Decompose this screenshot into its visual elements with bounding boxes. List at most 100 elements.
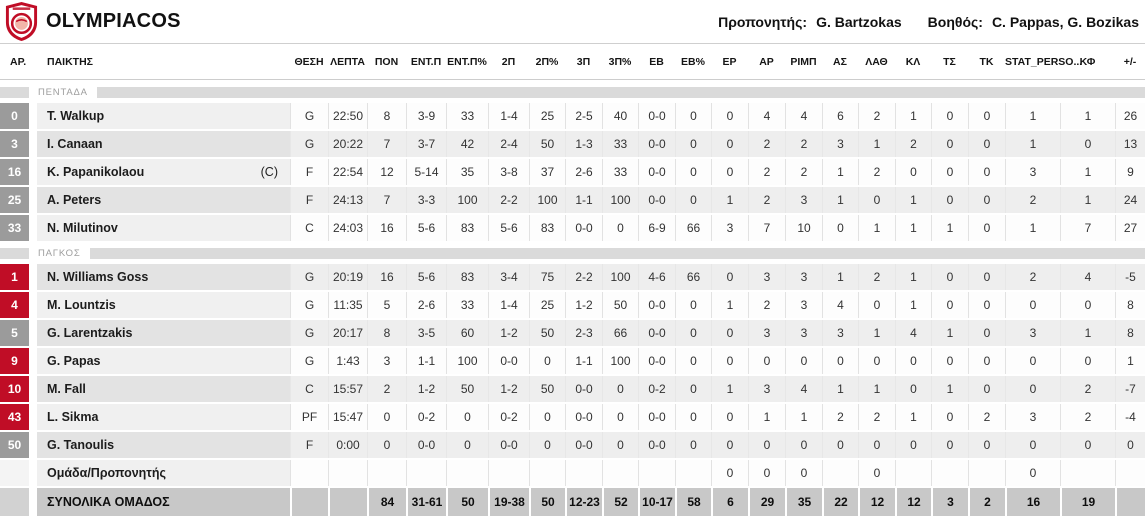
stat-cell: 1 (822, 264, 858, 290)
stat-cell: 0 (968, 348, 1005, 374)
stat-cell: 0 (367, 404, 406, 430)
stat-cell: 100 (446, 187, 488, 213)
stat-cell: 0-0 (638, 159, 675, 185)
column-header: 3Π% (608, 55, 632, 68)
column-header: ΕΝΤ.Π (410, 55, 442, 68)
stat-cell: 0 (711, 404, 748, 430)
stat-cell: 1-2 (406, 376, 446, 402)
stat-cell: 13 (1115, 131, 1145, 157)
stat-cell: 83 (529, 215, 565, 241)
totals-stat-cell: 3 (931, 488, 968, 516)
totals-stat-cell: 19-38 (488, 488, 529, 516)
stat-cell: 3 (785, 292, 822, 318)
stat-cell: 0 (858, 187, 895, 213)
stat-cell: 2 (858, 103, 895, 129)
stat-cell: 1-1 (565, 348, 602, 374)
totals-stat-cell: 31-61 (406, 488, 446, 516)
stat-cell: 0-0 (406, 432, 446, 458)
stat-cell: 0-0 (565, 404, 602, 430)
stat-cell: 0-0 (638, 131, 675, 157)
stat-cell (488, 460, 529, 486)
stat-cell: 3 (1005, 159, 1060, 185)
section-block (0, 247, 29, 259)
stat-cell: 2 (858, 159, 895, 185)
totals-stat-cell: 12-23 (565, 488, 602, 516)
stat-cell: 1-2 (565, 292, 602, 318)
stat-cell: 2-4 (488, 131, 529, 157)
stat-cell: 0:00 (328, 432, 367, 458)
stat-cell: F (290, 159, 328, 185)
stat-cell: 7 (748, 215, 785, 241)
stat-cell: 1 (858, 215, 895, 241)
player-name: M. Fall (47, 382, 86, 396)
stat-cell: 1 (895, 264, 931, 290)
stat-cell: 24:03 (328, 215, 367, 241)
stat-cell: G (290, 292, 328, 318)
stat-cell: 20:19 (328, 264, 367, 290)
stat-cell: 7 (367, 131, 406, 157)
stat-cell: 15:57 (328, 376, 367, 402)
stat-cell: 1-4 (488, 103, 529, 129)
stat-cell: 0 (931, 159, 968, 185)
stat-cell: 3 (748, 376, 785, 402)
assistant-label: Βοηθός: (927, 13, 983, 30)
stat-cell: -4 (1115, 404, 1145, 430)
stat-cell: 12 (367, 159, 406, 185)
stat-cell: 0 (895, 348, 931, 374)
player-name: N. Williams Goss (47, 270, 149, 284)
stat-cell: F (290, 187, 328, 213)
stat-cell: 1-2 (488, 376, 529, 402)
player-name: G. Tanoulis (47, 438, 115, 452)
stat-cell: 35 (446, 159, 488, 185)
column-header: STAT_PERSO... (1005, 55, 1083, 68)
stat-cell: 3 (1005, 404, 1060, 430)
stat-cell (931, 460, 968, 486)
stat-cell: 66 (602, 320, 638, 346)
stat-cell: 25 (529, 103, 565, 129)
totals-stat-cell: 10-17 (638, 488, 675, 516)
stat-cell: -5 (1115, 264, 1145, 290)
stat-cell: 0 (968, 292, 1005, 318)
stat-cell: 0 (1005, 432, 1060, 458)
stat-cell: 1 (858, 320, 895, 346)
stat-cell: 0 (931, 292, 968, 318)
totals-stat-cell: 22 (822, 488, 858, 516)
player-number-badge: 5 (0, 320, 29, 346)
totals-number-cell (0, 488, 37, 516)
stat-cell: 0 (1060, 292, 1115, 318)
stat-cell: 0 (675, 187, 711, 213)
player-row: 25 A. Peters F 24:13 7 3-3 100 2-2 100 1-1 100 0-0 0… (0, 187, 1145, 213)
stat-cell (446, 460, 488, 486)
stat-cell: 2 (785, 131, 822, 157)
stat-cell: 1 (1005, 131, 1060, 157)
player-number-badge: 1 (0, 264, 29, 290)
stat-cell: 50 (529, 376, 565, 402)
stat-cell: 66 (675, 215, 711, 241)
stat-cell: F (290, 432, 328, 458)
stat-cell: 75 (529, 264, 565, 290)
olympiacos-crest-icon (5, 2, 37, 41)
stat-cell: 1 (931, 320, 968, 346)
stat-cell: 0 (675, 131, 711, 157)
stat-cell: 0 (931, 131, 968, 157)
stat-cell: 0 (858, 432, 895, 458)
stat-cell: 42 (446, 131, 488, 157)
stat-cell: 1-4 (488, 292, 529, 318)
stat-cell: 0 (931, 103, 968, 129)
player-number-cell: 43 (0, 404, 37, 430)
stat-cell: 3 (785, 320, 822, 346)
stat-cell: 2 (895, 131, 931, 157)
stat-cell: 3 (785, 264, 822, 290)
page-title: OLYMPIACOS (46, 10, 181, 32)
totals-row: ΣΥΝΟΛΙΚΑ ΟΜΑΔΟΣ 84 31-61 50 19-38 50 12-23 52 10… (0, 488, 1145, 516)
stat-cell: 0-0 (638, 432, 675, 458)
stat-cell: 0-2 (638, 376, 675, 402)
stat-cell: 0 (858, 460, 895, 486)
stat-cell: 6 (822, 103, 858, 129)
stat-cell: 100 (602, 264, 638, 290)
stat-cell: 66 (675, 264, 711, 290)
player-number-badge: 33 (0, 215, 29, 241)
player-number-cell (0, 460, 37, 486)
stat-cell: 1-3 (565, 131, 602, 157)
stat-cell: 0 (446, 432, 488, 458)
